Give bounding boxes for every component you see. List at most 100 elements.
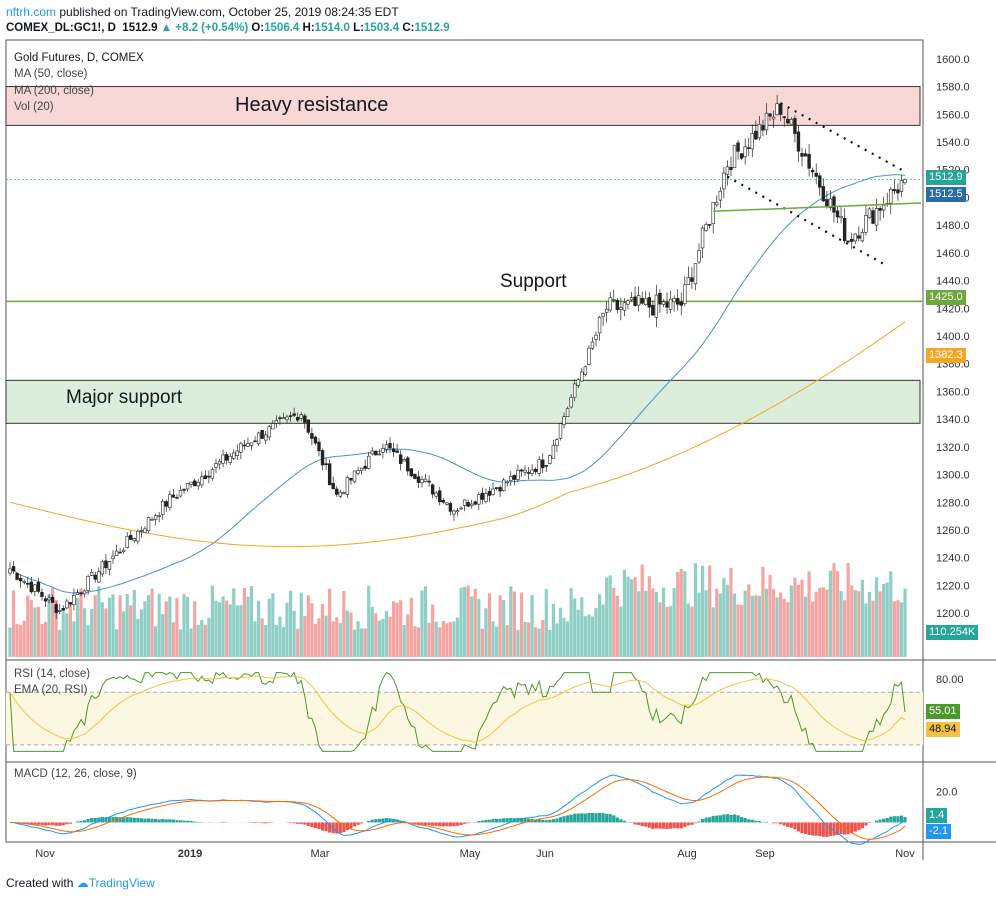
macd-hist-bar [857, 822, 861, 831]
price-tick-label: 1540.0 [936, 137, 970, 149]
macd-hist-bar [519, 817, 524, 823]
volume-bar [697, 592, 701, 657]
volume-bar [874, 577, 879, 657]
macd-hist-bar [782, 822, 786, 826]
time-tick-label: Aug [677, 848, 697, 860]
candle-body [33, 584, 37, 592]
candle-body [832, 196, 836, 213]
macd-hist-bar [299, 822, 303, 824]
macd-hist-bar [93, 817, 97, 823]
rsi-band [6, 692, 923, 745]
volume-bar [15, 624, 19, 657]
macd-hist-bar [33, 822, 37, 825]
candle-body [235, 450, 240, 456]
candle-body [331, 482, 335, 490]
macd-hist-bar [377, 818, 381, 823]
low-value: 1503.4 [363, 22, 400, 34]
volume-bar [665, 606, 669, 657]
candle-body [477, 494, 481, 505]
rsi-tick-label: 80.00 [936, 674, 964, 686]
volume-bar [803, 596, 808, 657]
tradingview-brand[interactable]: TradingView [88, 876, 155, 890]
candle-body [256, 432, 261, 445]
support-label: Support [500, 271, 567, 292]
volume-bar [896, 600, 900, 657]
price-tick-label: 1460.0 [936, 248, 970, 260]
price-tick-label: 1320.0 [936, 442, 970, 454]
candle-body [320, 450, 325, 466]
volume-bar [732, 593, 737, 657]
macd-hist-bar [757, 820, 761, 823]
candle-body [168, 494, 172, 509]
volume-bar [541, 619, 545, 657]
volume-bar [534, 627, 538, 657]
rsi-pane [6, 671, 923, 752]
volume-bar [125, 594, 129, 657]
candle-body [171, 494, 176, 498]
volume-bar [789, 585, 793, 657]
macd-hist-bar [505, 818, 509, 823]
candle-body [462, 499, 467, 506]
macd-hist-bar [221, 821, 225, 823]
candle-body [207, 475, 211, 478]
macd-hist-bar [466, 822, 470, 824]
volume-bar [114, 629, 119, 657]
candle-body [18, 577, 23, 582]
volume-bar [29, 600, 33, 657]
candle-body [704, 224, 708, 231]
volume-bar [470, 596, 474, 657]
macd-hist-bar [260, 822, 264, 824]
ma50-price-label: 1512.5 [926, 187, 966, 202]
candle-body [523, 469, 527, 473]
macd-hist-bar [253, 822, 257, 824]
volume-bar [235, 605, 239, 657]
volume-bar [637, 591, 641, 657]
macd-hist-bar [111, 817, 115, 823]
macd-hist-bar [118, 817, 122, 823]
volume-bar [711, 607, 715, 657]
volume-bar [761, 566, 765, 657]
candle-body [487, 490, 492, 496]
site-link[interactable]: nftrh.com [6, 5, 57, 19]
volume-bar [285, 602, 289, 657]
candle-body [43, 598, 48, 602]
volume-bar [722, 577, 726, 657]
macd-hist-bar [139, 818, 144, 823]
macd-hist-bar [459, 822, 463, 826]
candle-body [363, 465, 367, 469]
volume-bar [118, 595, 122, 657]
candle-body [114, 550, 119, 557]
macd-hist-bar [835, 822, 840, 836]
volume-bar [90, 608, 94, 657]
macd-hist-bar [828, 822, 833, 836]
candle-body [441, 500, 445, 503]
volume-bar [867, 591, 872, 657]
candle-body [786, 118, 790, 124]
candle-body [391, 448, 396, 453]
volume-bar [565, 621, 570, 657]
macd-hist-bar [654, 822, 658, 829]
volume-bar [871, 600, 875, 657]
volume-bar [51, 588, 55, 657]
macd-hist-bar [320, 822, 325, 831]
volume-bar [61, 608, 65, 657]
volume-bar [878, 591, 882, 657]
macd-hist-bar [722, 814, 726, 823]
volume-bar [328, 588, 332, 657]
candle-body [388, 443, 392, 449]
macd-hist-bar [853, 822, 857, 832]
macd-hist-bar [803, 822, 808, 834]
macd-hist-bar [313, 822, 318, 829]
candle-body [416, 476, 421, 483]
candle-body [217, 461, 222, 465]
candle-body [153, 515, 158, 521]
close-label: C: [402, 22, 415, 34]
legend-vol: Vol (20) [14, 101, 54, 113]
candle-body [224, 454, 229, 461]
time-tick-label: Mar [311, 848, 330, 860]
candle-body [647, 297, 651, 308]
candle-body [413, 473, 417, 479]
candle-body [835, 210, 840, 218]
volume-bar [693, 563, 698, 657]
